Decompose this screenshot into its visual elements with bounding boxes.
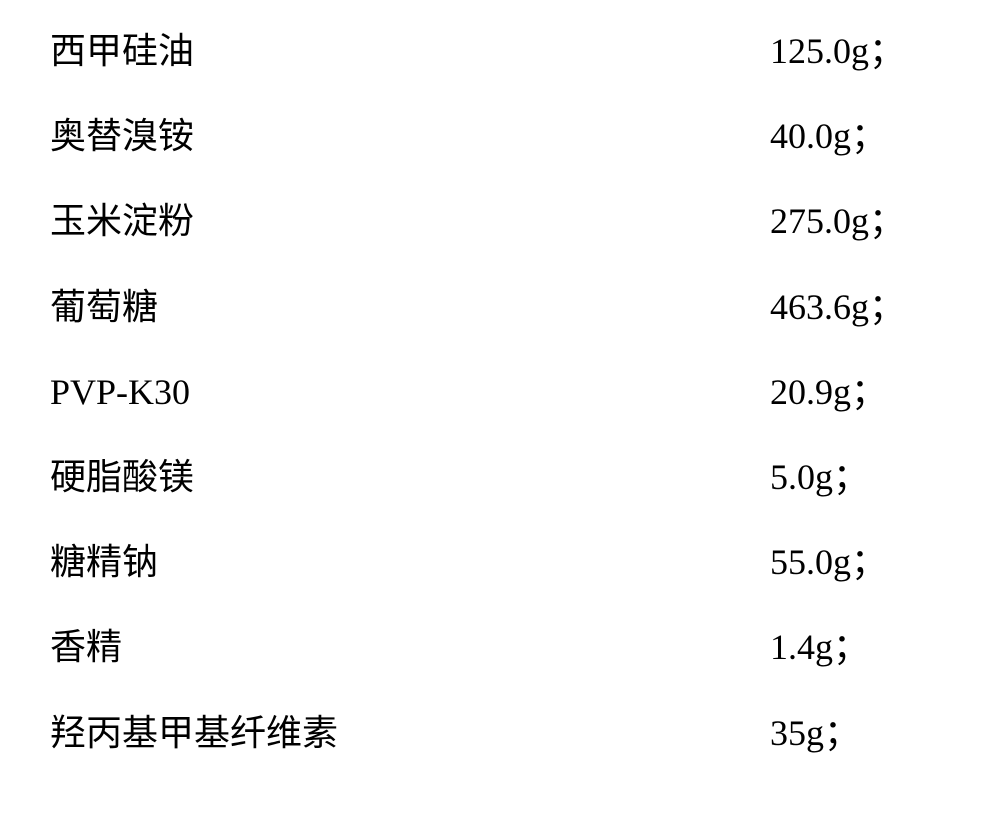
ingredient-row: 奥替溴铵 40.0g； <box>50 115 950 158</box>
ingredient-row: PVP-K30 20.9g； <box>50 371 950 414</box>
ingredient-amount: 275.0g； <box>770 200 950 243</box>
ingredient-row: 硬脂酸镁 5.0g； <box>50 456 950 499</box>
ingredient-name: 硬脂酸镁 <box>50 456 194 499</box>
ingredient-row: 葡萄糖 463.6g； <box>50 286 950 329</box>
ingredient-name: 西甲硅油 <box>50 30 194 73</box>
ingredient-amount: 1.4g； <box>770 626 950 669</box>
ingredient-row: 糖精钠 55.0g； <box>50 541 950 584</box>
ingredient-name: PVP-K30 <box>50 371 190 414</box>
ingredient-amount: 125.0g； <box>770 30 950 73</box>
ingredient-amount: 55.0g； <box>770 541 950 584</box>
ingredient-name: 香精 <box>50 626 122 669</box>
ingredient-row: 羟丙基甲基纤维素 35g； <box>50 712 950 755</box>
ingredient-name: 糖精钠 <box>50 541 158 584</box>
ingredient-amount: 20.9g； <box>770 371 950 414</box>
ingredient-row: 香精 1.4g； <box>50 626 950 669</box>
ingredient-name: 玉米淀粉 <box>50 200 194 243</box>
ingredient-row: 西甲硅油 125.0g； <box>50 30 950 73</box>
ingredient-amount: 35g； <box>770 712 950 755</box>
ingredient-amount: 463.6g； <box>770 286 950 329</box>
ingredient-list: 西甲硅油 125.0g； 奥替溴铵 40.0g； 玉米淀粉 275.0g； 葡萄… <box>50 30 950 755</box>
ingredient-name: 羟丙基甲基纤维素 <box>50 712 338 755</box>
ingredient-amount: 40.0g； <box>770 115 950 158</box>
ingredient-name: 葡萄糖 <box>50 286 158 329</box>
ingredient-name: 奥替溴铵 <box>50 115 194 158</box>
ingredient-row: 玉米淀粉 275.0g； <box>50 200 950 243</box>
ingredient-amount: 5.0g； <box>770 456 950 499</box>
